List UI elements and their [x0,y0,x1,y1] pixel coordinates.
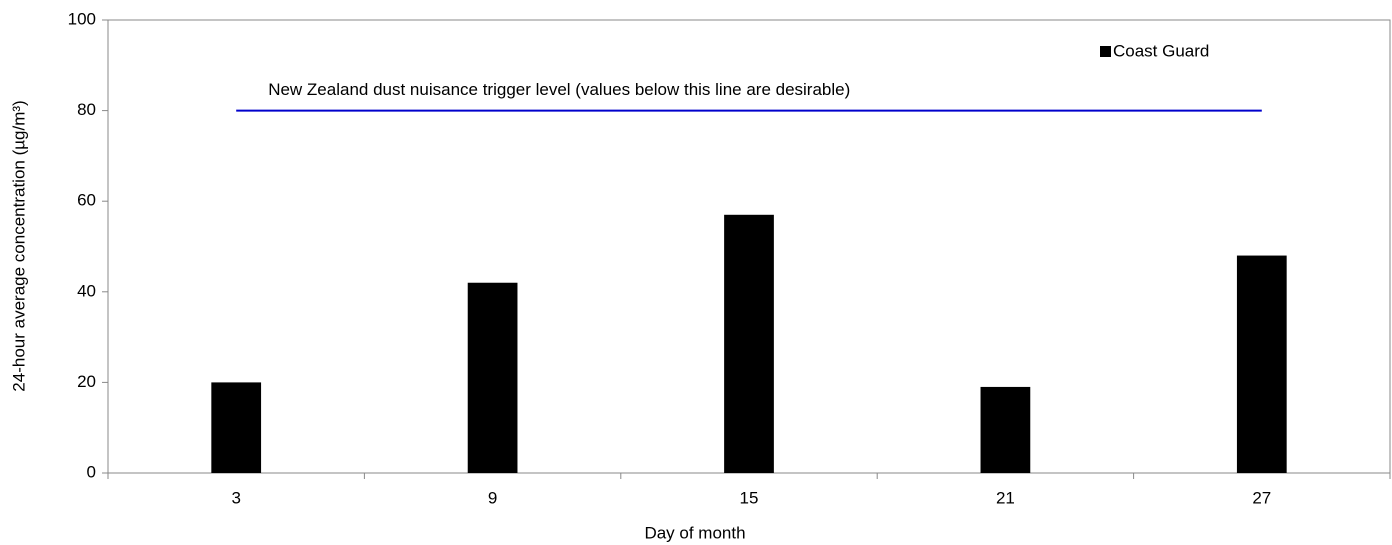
x-axis-label: Day of month [644,523,745,542]
y-tick-label: 80 [77,100,96,119]
y-tick-label: 0 [87,462,96,481]
x-tick-label: 15 [740,488,759,507]
y-tick-label: 40 [77,281,96,300]
reference-label: New Zealand dust nuisance trigger level … [268,80,850,99]
x-tick-label: 9 [488,488,497,507]
y-tick-label: 20 [77,372,96,391]
legend-label: Coast Guard [1113,41,1209,60]
x-tick-label: 27 [1252,488,1271,507]
bar [467,282,518,473]
x-tick-label: 21 [996,488,1015,507]
x-tick-label: 3 [231,488,240,507]
bar [1236,255,1287,473]
bar [980,386,1031,473]
y-axis-label: 24-hour average concentration (µg/m³) [9,100,28,391]
y-tick-label: 60 [77,191,96,210]
bar [724,214,774,474]
bar [211,382,262,473]
legend-swatch [1100,46,1111,57]
y-tick-label: 100 [68,9,96,28]
